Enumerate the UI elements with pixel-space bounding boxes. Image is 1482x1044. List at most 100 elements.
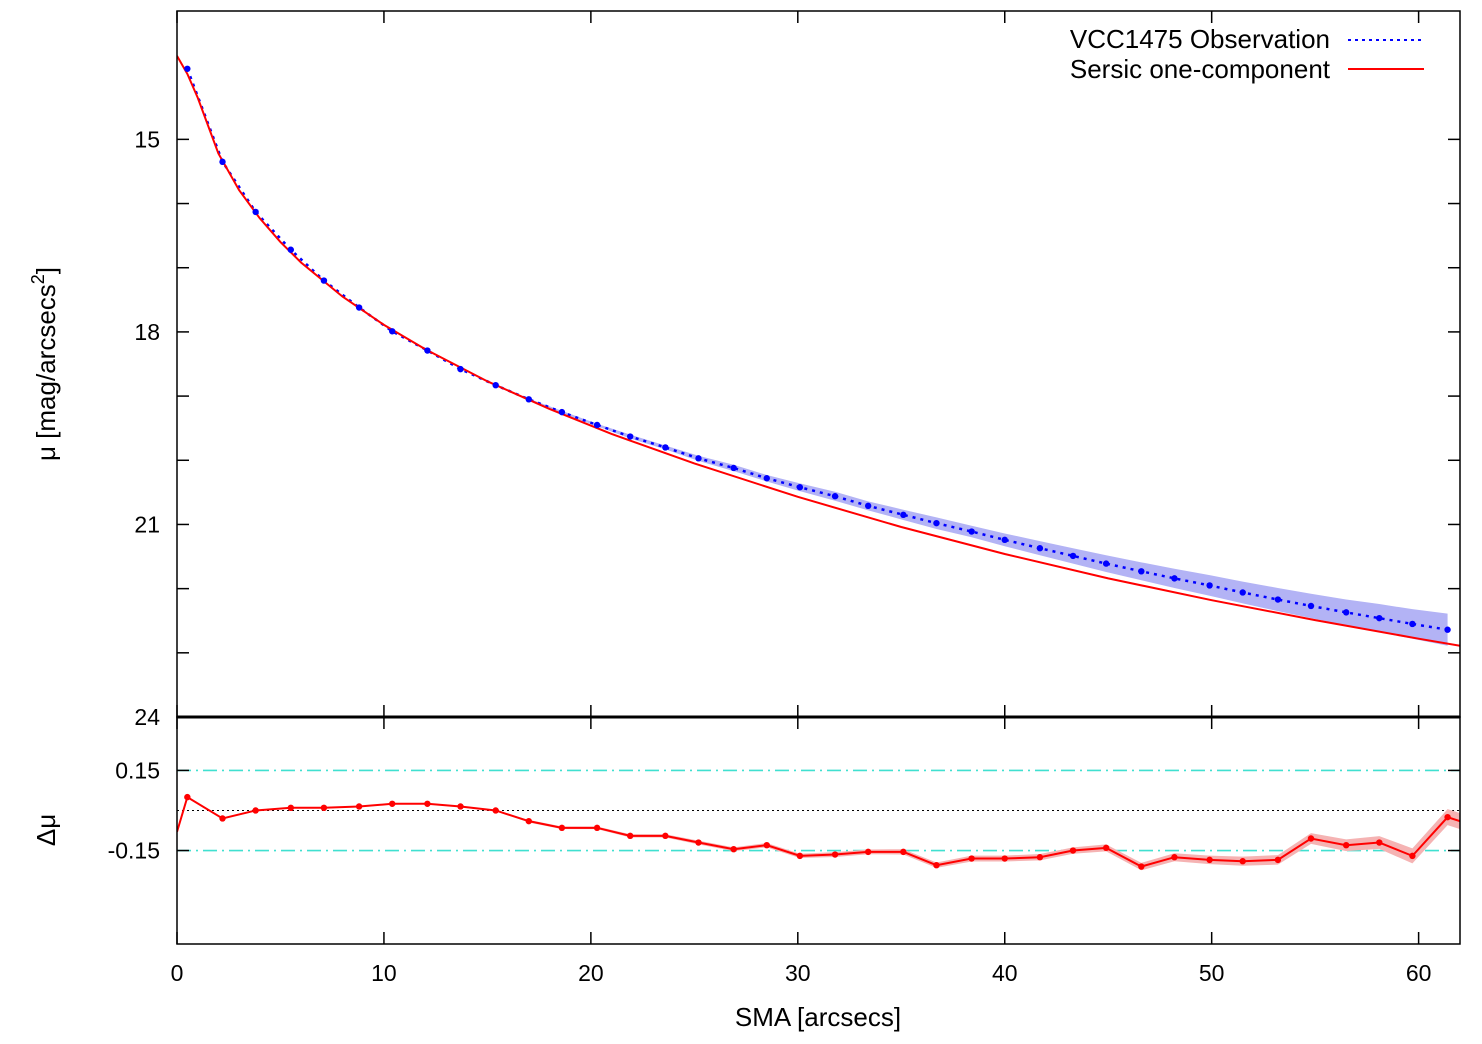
residual-point-4 (287, 804, 295, 811)
observation-point-4 (320, 277, 328, 284)
observation-point-36 (1409, 620, 1416, 628)
observation-point-32 (1274, 596, 1282, 603)
residual-point-13 (593, 824, 601, 832)
observation-point-16 (730, 464, 737, 472)
x-tick-label-20: 20 (578, 960, 604, 986)
residual-point-11 (525, 817, 532, 825)
sersic-line (177, 55, 1460, 647)
observation-point-28 (1138, 568, 1145, 575)
residual-point-28 (1102, 844, 1110, 852)
observation-point-11 (558, 408, 566, 416)
residual-point-37 (1409, 852, 1416, 860)
observation-point-34 (1342, 609, 1350, 616)
residual-point-25 (1001, 855, 1008, 862)
observation-point-14 (662, 444, 669, 451)
residual-point-19 (796, 852, 804, 860)
legend-label-sersic: Sersic one-component (1070, 54, 1331, 84)
residual-point-26 (1036, 854, 1044, 861)
residual-point-20 (831, 851, 839, 858)
legend: VCC1475 Observation Sersic one-component (1070, 24, 1424, 84)
residual-ticks (176, 717, 1460, 944)
residual-point-1 (184, 793, 191, 801)
observation-point-25 (1036, 545, 1044, 552)
residual-point-36 (1376, 839, 1383, 846)
observation-point-31 (1239, 589, 1246, 596)
x-tick-label-0: 0 (171, 960, 184, 986)
residual-frame (176, 715, 1461, 945)
residual-point-35 (1342, 841, 1350, 849)
residual-point-22 (900, 848, 907, 856)
observation-point-37 (1444, 626, 1451, 633)
residual-point-27 (1069, 847, 1077, 854)
observation-point-21 (900, 511, 907, 519)
y-axis-label-residual: Δμ (31, 814, 61, 846)
observation-point-2 (252, 208, 259, 216)
residual-reference-lines (177, 769, 1460, 852)
profile-y-tick-label-18: 18 (134, 319, 160, 345)
observation-point-17 (763, 475, 770, 482)
residual-point-24 (968, 855, 975, 862)
observation-point-7 (424, 347, 431, 354)
residual-point-30 (1171, 854, 1178, 861)
x-axis-label: SMA [arcsecs] (735, 1002, 901, 1032)
observation-band-area (187, 68, 1448, 646)
profile-series (177, 55, 1460, 647)
x-tick-label-30: 30 (785, 960, 811, 986)
residual-point-16 (695, 839, 702, 846)
observation-point-24 (1001, 536, 1008, 544)
profile-y-tick-label-21: 21 (134, 511, 160, 537)
profile-tick-labels: 15 18 21 24 (134, 126, 160, 730)
observation-point-12 (593, 421, 601, 429)
residual-y-tick-label--0.15: -0.15 (108, 838, 160, 864)
residual-point-21 (864, 848, 872, 856)
residual-point-6 (355, 803, 363, 810)
observation-point-5 (355, 304, 363, 311)
legend-label-observation: VCC1475 Observation (1070, 24, 1330, 54)
observation-point-18 (796, 484, 804, 491)
observation-point-26 (1069, 552, 1077, 560)
observation-point-3 (287, 246, 295, 253)
residual-point-17 (730, 845, 737, 853)
observation-point-10 (525, 396, 532, 403)
profile-y-tick-label-15: 15 (134, 126, 160, 152)
observation-point-29 (1171, 575, 1178, 582)
residual-point-38 (1444, 813, 1451, 821)
residual-tick-labels: 0 10 20 30 40 50 60 0.15 -0.15 (108, 757, 1432, 986)
residual-point-34 (1307, 835, 1315, 842)
residual-plot-border (176, 716, 1461, 945)
residual-point-18 (763, 841, 770, 849)
observation-point-6 (389, 328, 396, 335)
residual-panel: 0 10 20 30 40 50 60 0.15 -0.15 Δμ SMA [arcsecs] (31, 715, 1461, 1032)
residual-point-3 (252, 807, 259, 814)
residual-point-7 (389, 800, 396, 807)
observation-line (186, 68, 1448, 631)
residual-y-tick-label-0.15: 0.15 (115, 757, 160, 783)
residual-point-15 (662, 832, 669, 840)
observation-point-0 (184, 65, 191, 72)
residual-series (177, 793, 1460, 870)
observation-point-13 (626, 433, 634, 440)
residual-point-2 (219, 815, 226, 822)
residual-line (177, 795, 1460, 868)
residual-point-12 (558, 824, 566, 832)
observation-point-35 (1376, 614, 1383, 622)
profile-panel: 15 18 21 24 μ [mag/arcsecs2] VCC1475 Observ… (28, 10, 1461, 730)
residual-point-29 (1138, 863, 1145, 870)
observation-point-9 (492, 381, 499, 389)
observation-point-22 (933, 519, 940, 527)
x-tick-label-40: 40 (992, 960, 1018, 986)
observation-point-1 (219, 158, 226, 166)
observation-point-19 (831, 493, 839, 500)
profile-y-tick-label-24: 24 (134, 704, 160, 730)
x-tick-label-60: 60 (1406, 960, 1432, 986)
observation-error-band (187, 68, 1448, 646)
residual-point-23 (933, 862, 940, 869)
residual-point-32 (1239, 858, 1246, 865)
residual-point-14 (626, 832, 634, 840)
x-tick-label-10: 10 (371, 960, 397, 986)
observation-point-33 (1307, 602, 1315, 610)
residual-point-33 (1274, 856, 1282, 864)
observation-point-8 (457, 365, 464, 373)
residual-point-5 (320, 804, 328, 811)
